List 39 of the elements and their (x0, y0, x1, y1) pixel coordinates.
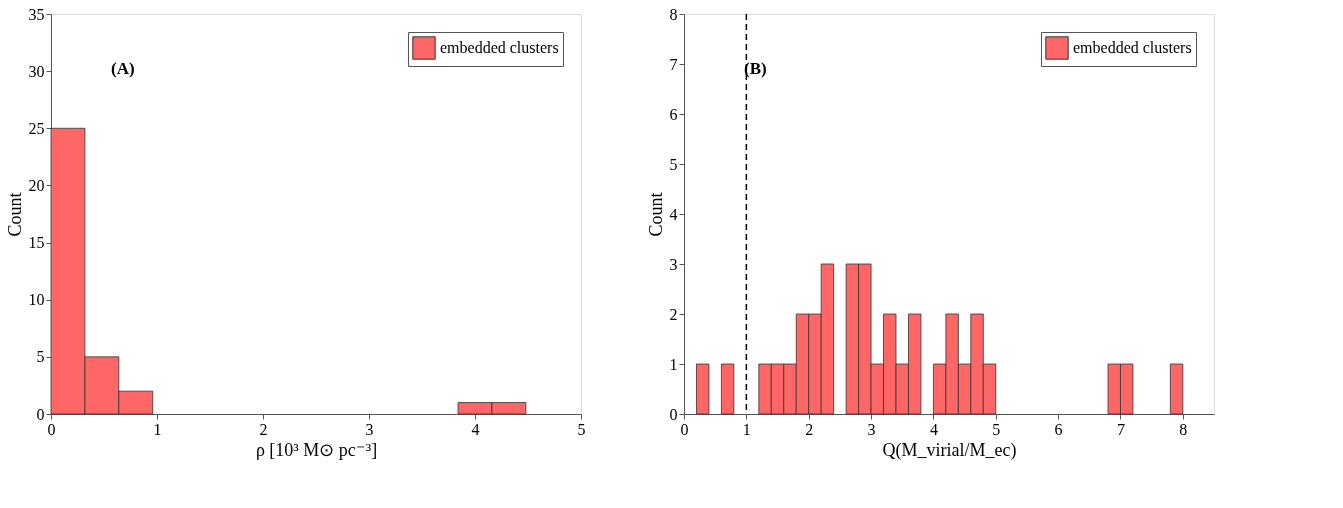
y-tick-label: 20 (28, 176, 45, 194)
x-tick-label: 0 (680, 420, 689, 438)
x-axis-title: Q(M_virial/M_ec) (882, 439, 1017, 461)
y-tick-label: 35 (28, 5, 45, 23)
x-tick-label: 3 (867, 420, 876, 438)
x-tick-label: 0 (47, 420, 56, 438)
y-tick-label: 5 (36, 348, 45, 366)
x-tick-label: 2 (805, 420, 814, 438)
y-axis-title: Count (4, 192, 25, 237)
y-tick-label: 10 (28, 291, 45, 309)
x-tick-label: 7 (1116, 420, 1125, 438)
x-tick-label: 4 (471, 420, 480, 438)
y-tick-label: 6 (669, 105, 678, 123)
y-tick-label: 2 (669, 305, 678, 323)
y-tick-label: 0 (669, 405, 678, 423)
x-tick-label: 5 (577, 420, 586, 438)
y-tick-label: 1 (669, 355, 678, 373)
y-tick-label: 30 (28, 62, 45, 80)
x-tick-label: 1 (742, 420, 751, 438)
y-tick-label: 8 (669, 5, 678, 23)
x-tick-label: 2 (259, 420, 268, 438)
x-tick-label: 6 (1054, 420, 1063, 438)
y-tick-label: 3 (669, 255, 678, 273)
y-tick-label: 25 (28, 119, 45, 137)
x-axis-title: ρ [10³ M⊙ pc⁻³] (255, 439, 378, 460)
y-tick-label: 4 (669, 205, 678, 223)
x-tick-label: 3 (365, 420, 374, 438)
y-tick-label: 0 (36, 405, 45, 423)
y-tick-label: 7 (669, 55, 678, 73)
x-tick-label: 8 (1179, 420, 1188, 438)
x-tick-label: 4 (929, 420, 938, 438)
legend-label: embedded clusters (440, 39, 559, 56)
x-tick-label: 1 (153, 420, 162, 438)
annotation: (A) (111, 59, 135, 78)
y-axis-title: Count (645, 192, 666, 237)
legend-label: embedded clusters (1073, 39, 1192, 56)
x-tick-label: 5 (992, 420, 1001, 438)
y-tick-label: 5 (669, 155, 678, 173)
y-tick-label: 15 (28, 234, 45, 252)
